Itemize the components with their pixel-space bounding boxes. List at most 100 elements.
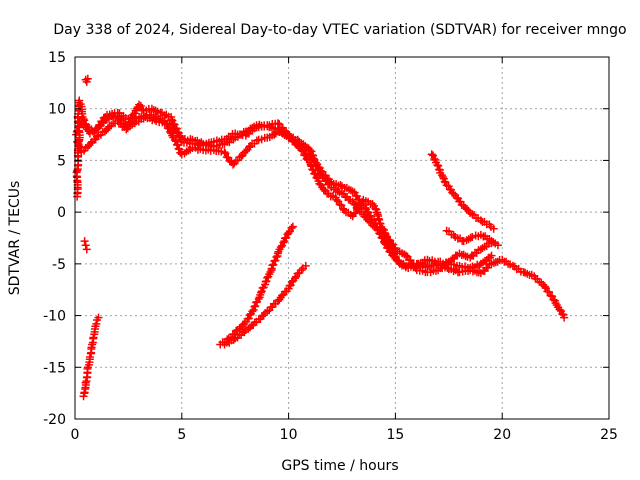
data-point xyxy=(476,216,485,225)
data-point xyxy=(287,224,296,233)
data-point xyxy=(335,200,344,209)
data-point xyxy=(75,142,84,151)
data-point xyxy=(256,288,265,297)
data-point xyxy=(170,136,179,145)
data-point xyxy=(173,141,182,150)
data-point xyxy=(364,217,373,226)
data-point xyxy=(171,137,180,146)
data-point xyxy=(468,210,477,219)
data-point xyxy=(254,295,263,304)
data-point xyxy=(80,237,89,246)
data-point xyxy=(184,146,193,155)
data-point xyxy=(386,236,395,245)
data-point xyxy=(430,155,439,164)
data-point xyxy=(489,224,498,233)
data-point xyxy=(220,148,229,157)
data-point xyxy=(82,245,91,254)
data-point xyxy=(307,147,316,156)
data-point xyxy=(493,241,502,250)
data-point xyxy=(402,251,411,260)
data-point xyxy=(434,161,443,170)
data-point xyxy=(301,261,310,270)
data-point xyxy=(73,137,82,146)
data-point xyxy=(92,125,101,134)
data-series xyxy=(72,74,569,401)
data-point xyxy=(427,150,436,159)
y-tick-label: 15 xyxy=(48,50,66,66)
data-point xyxy=(251,302,260,311)
data-point xyxy=(74,139,83,148)
data-point xyxy=(433,161,442,170)
data-point xyxy=(449,189,458,198)
data-point xyxy=(291,274,300,283)
data-point xyxy=(389,240,398,249)
axis-ticks: 0 5 10 15 20 25 -20 -15 -10 -5 0 5 10 15 xyxy=(43,50,618,443)
data-point xyxy=(333,187,342,196)
data-point xyxy=(371,204,380,213)
y-axis-label: SDTVAR / TECUs xyxy=(7,181,23,296)
x-tick-label: 25 xyxy=(600,427,618,443)
data-point xyxy=(384,235,393,244)
data-point xyxy=(399,261,408,270)
data-point xyxy=(279,238,288,247)
data-point xyxy=(314,166,323,175)
x-tick-label: 20 xyxy=(493,427,511,443)
data-point xyxy=(544,288,553,297)
data-point xyxy=(313,165,322,174)
data-point xyxy=(270,130,279,139)
data-point xyxy=(337,201,346,210)
data-point xyxy=(336,180,345,189)
data-point xyxy=(132,104,141,113)
x-tick-label: 0 xyxy=(71,427,80,443)
data-point xyxy=(560,313,569,322)
data-point xyxy=(301,151,310,160)
plot-frame xyxy=(74,56,610,420)
data-point xyxy=(77,119,86,128)
data-point xyxy=(319,185,328,194)
data-point xyxy=(75,96,84,105)
data-point xyxy=(298,147,307,156)
data-point xyxy=(136,101,145,110)
data-point xyxy=(429,151,438,160)
y-tick-label: -20 xyxy=(43,412,66,428)
data-point xyxy=(271,256,280,265)
x-axis-label: GPS time / hours xyxy=(281,458,398,474)
data-point xyxy=(478,244,487,253)
data-point xyxy=(197,138,206,147)
data-point xyxy=(381,231,390,240)
data-point xyxy=(466,233,475,242)
data-point xyxy=(361,203,370,212)
data-point xyxy=(332,195,341,204)
data-point xyxy=(474,268,483,277)
data-point xyxy=(487,251,496,260)
data-point xyxy=(489,258,498,267)
data-point xyxy=(390,252,399,261)
data-point xyxy=(83,74,92,83)
data-point xyxy=(252,136,261,145)
chart-title: Day 338 of 2024, Sidereal Day-to-day VTE… xyxy=(53,22,626,38)
data-point xyxy=(284,228,293,237)
data-point xyxy=(411,264,420,273)
data-point xyxy=(351,208,360,217)
data-point xyxy=(94,313,103,322)
y-tick-label: 0 xyxy=(57,205,66,221)
data-point xyxy=(391,252,400,261)
data-point xyxy=(135,100,144,109)
y-tick-label: -15 xyxy=(43,360,66,376)
x-tick-label: 15 xyxy=(386,427,404,443)
data-point xyxy=(540,282,549,291)
data-point xyxy=(555,305,564,314)
data-point xyxy=(391,245,400,254)
data-point xyxy=(551,299,560,308)
data-point xyxy=(221,149,230,158)
y-tick-label: -5 xyxy=(52,257,66,273)
data-point xyxy=(81,241,90,250)
data-point xyxy=(248,307,257,316)
data-point xyxy=(83,125,92,134)
data-point xyxy=(297,266,306,275)
data-point xyxy=(288,222,297,231)
data-point xyxy=(93,132,102,141)
y-tick-label: -10 xyxy=(43,309,66,325)
data-point xyxy=(276,243,285,252)
